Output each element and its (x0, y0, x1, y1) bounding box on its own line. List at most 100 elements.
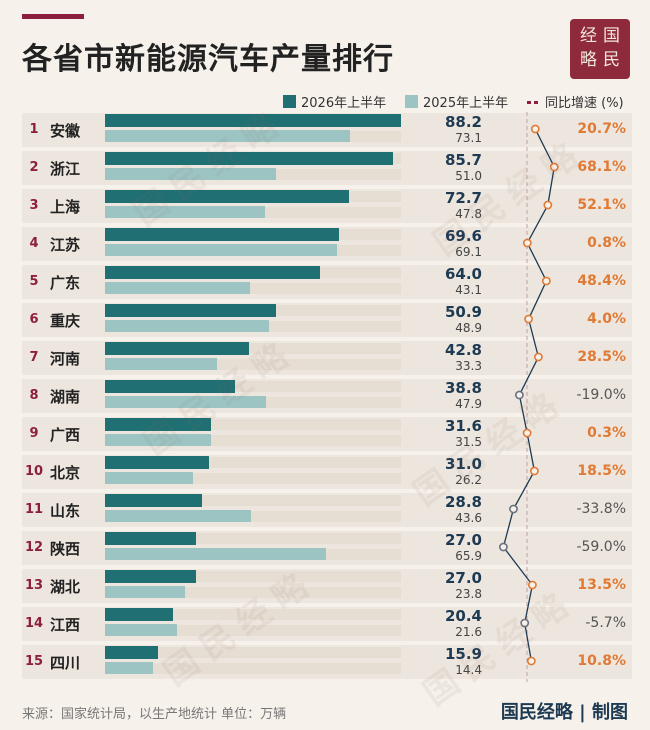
value-label-2025: 14.4 (455, 663, 482, 677)
growth-label: 18.5% (577, 463, 626, 479)
growth-point (515, 390, 524, 400)
bar-2025 (105, 548, 327, 560)
bar-2025 (105, 358, 217, 370)
legend-label: 2026年上半年 (301, 96, 387, 111)
province-label: 广东 (50, 274, 81, 292)
growth-point (530, 466, 539, 476)
value-label-2025: 43.6 (455, 511, 482, 525)
value-label-2026: 28.8 (444, 493, 482, 511)
seal-char: 略 (580, 50, 597, 70)
growth-label: 13.5% (577, 577, 626, 593)
growth-label: 52.1% (577, 197, 626, 213)
value-label-2025: 26.2 (455, 473, 482, 487)
value-label-2026: 38.8 (444, 379, 482, 397)
bar-track (105, 587, 401, 598)
province-label: 安徽 (50, 122, 81, 140)
source-note: 来源：国家统计局，以生产地统计 单位：万辆 (22, 707, 287, 722)
growth-point (522, 428, 532, 438)
bar-2025 (105, 472, 193, 484)
bar-track (105, 495, 401, 506)
bar-2026 (105, 114, 401, 127)
legend-swatch-icon (283, 95, 296, 108)
growth-point (524, 314, 533, 324)
growth-label: 48.4% (577, 273, 626, 289)
chart-title: 各省市新能源汽车产量排行 (22, 42, 394, 77)
growth-label: 68.1% (577, 159, 626, 175)
growth-label: -59.0% (576, 539, 626, 555)
bar-track (105, 647, 401, 658)
value-label-2026: 27.0 (444, 569, 482, 587)
growth-label: -5.7% (585, 615, 626, 631)
growth-point (509, 504, 518, 514)
growth-label: 28.5% (577, 349, 626, 365)
bar-2025 (105, 282, 250, 294)
value-label-2025: 48.9 (455, 321, 482, 335)
bar-track (105, 435, 401, 446)
value-label-2025: 43.1 (455, 283, 482, 297)
value-label-2025: 21.6 (455, 625, 482, 639)
bar-2026 (105, 228, 339, 241)
growth-label: 0.3% (587, 425, 626, 441)
province-label: 湖北 (50, 578, 81, 596)
value-label-2026: 64.0 (444, 265, 482, 283)
bar-2026 (105, 342, 249, 355)
value-label-2025: 69.1 (455, 245, 482, 259)
rank-label: 7 (29, 350, 39, 365)
bar-track (105, 419, 401, 430)
value-label-2025: 73.1 (455, 131, 482, 145)
rank-label: 1 (29, 122, 39, 137)
bar-2025 (105, 130, 351, 142)
bar-2025 (105, 434, 211, 446)
value-label-2025: 23.8 (455, 587, 482, 601)
value-label-2026: 31.0 (444, 455, 482, 473)
bar-track (105, 283, 401, 294)
bar-track (105, 609, 401, 620)
growth-point (534, 352, 543, 362)
growth-label: -33.8% (576, 501, 626, 517)
value-label-2026: 69.6 (444, 227, 482, 245)
growth-point (526, 656, 536, 666)
province-label: 广西 (50, 426, 81, 444)
title-accent-bar (22, 14, 84, 19)
seal-char: 民 (603, 50, 620, 70)
growth-label: 10.8% (577, 653, 626, 669)
bar-2025 (105, 624, 178, 636)
growth-label: -19.0% (576, 387, 626, 403)
growth-point (530, 124, 540, 134)
bar-2026 (105, 494, 202, 507)
growth-label: 4.0% (587, 311, 626, 327)
legend-growth: 同比增速 (%) (527, 92, 624, 111)
bar-2026 (105, 608, 174, 621)
value-label-2026: 27.0 (444, 531, 482, 549)
bar-track (105, 359, 401, 370)
value-label-2025: 47.9 (455, 397, 482, 411)
rank-label: 12 (24, 540, 44, 555)
value-label-2025: 33.3 (455, 359, 482, 373)
bar-2025 (105, 206, 266, 218)
bar-track (105, 473, 401, 484)
value-label-2026: 50.9 (444, 303, 482, 321)
bar-2026 (105, 304, 276, 317)
growth-point (528, 580, 537, 590)
growth-point (541, 276, 551, 286)
province-label: 河南 (50, 350, 81, 368)
bar-2026 (105, 418, 212, 431)
growth-label: 20.7% (577, 121, 626, 137)
rank-label: 5 (29, 274, 39, 289)
province-label: 湖南 (50, 388, 81, 406)
rank-label: 2 (29, 160, 39, 175)
bar-track (105, 663, 401, 674)
value-label-2026: 15.9 (444, 645, 482, 663)
value-label-2026: 42.8 (444, 341, 482, 359)
bar-track (105, 533, 401, 544)
value-label-2026: 85.7 (444, 151, 482, 169)
seal-char: 国 (603, 26, 620, 46)
bar-track (105, 511, 401, 522)
rank-label: 13 (24, 578, 44, 593)
growth-point (520, 618, 530, 628)
value-label-2025: 65.9 (455, 549, 482, 563)
rank-label: 11 (24, 502, 44, 517)
province-label: 北京 (50, 464, 81, 482)
rank-label: 8 (29, 388, 39, 403)
